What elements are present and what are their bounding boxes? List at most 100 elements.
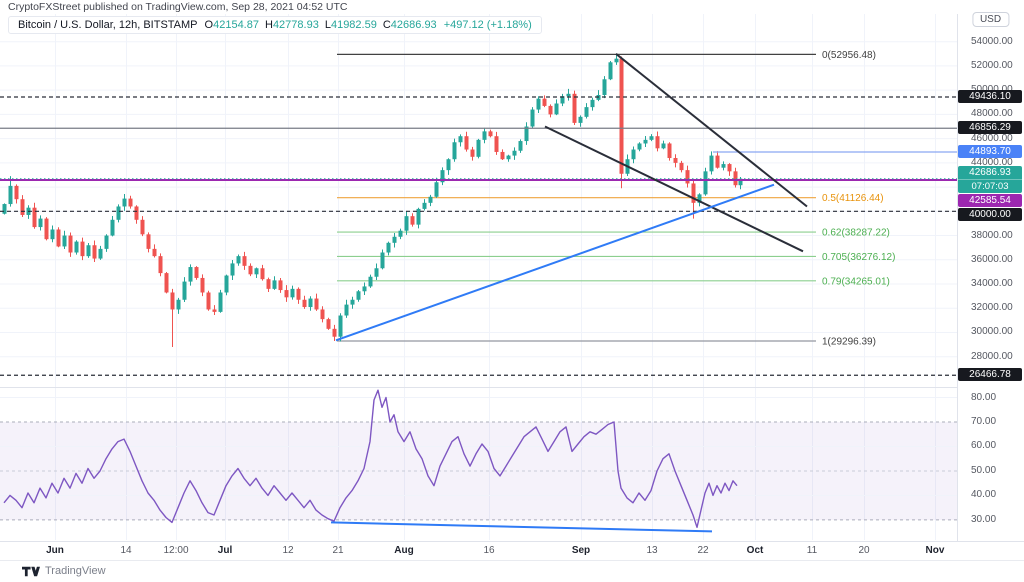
- candle-body: [685, 170, 690, 184]
- candle-body: [446, 159, 451, 171]
- candle-body: [224, 275, 229, 293]
- candle-body: [170, 292, 175, 310]
- time-tick: 16: [483, 545, 495, 556]
- candle-body: [188, 267, 193, 282]
- candle-body: [62, 235, 67, 247]
- ohlc-item: C42686.93: [382, 19, 437, 31]
- price-tick: 34000.00: [971, 278, 1013, 289]
- rsi-band: [0, 422, 957, 520]
- candle-body: [637, 143, 642, 150]
- candle-body: [512, 150, 517, 156]
- candle-body: [200, 277, 205, 293]
- price-tick: 32000.00: [971, 302, 1013, 314]
- candle-body: [278, 280, 283, 291]
- candle-body: [212, 309, 217, 312]
- candle-body: [470, 149, 475, 157]
- time-tick: 14: [120, 545, 132, 556]
- candle-body: [667, 143, 672, 159]
- price-tick: 38000.00: [971, 229, 1013, 241]
- ohlc-item: L41982.59: [324, 19, 377, 31]
- candle-body: [566, 93, 571, 97]
- candle-body: [733, 171, 738, 186]
- candle-body: [2, 204, 7, 214]
- price-scale[interactable]: USD 54000.00 52000.00 50000.00 48000.00 4600…: [957, 0, 1024, 560]
- rsi-line: [3, 389, 738, 528]
- ohlc-values: O42154.87 H42778.93 L41982.59 C42686.93: [205, 19, 437, 31]
- candle-body: [524, 126, 529, 142]
- candle-body: [738, 178, 743, 186]
- candle-body: [266, 279, 271, 289]
- candle-body: [548, 105, 553, 115]
- candle-body: [158, 256, 163, 274]
- candle-body: [602, 79, 607, 96]
- price-level-tag: 46856.29: [958, 121, 1022, 135]
- candle-body: [242, 256, 247, 266]
- candle-body: [715, 155, 720, 168]
- candle-body: [50, 229, 55, 240]
- time-tick: 22: [697, 545, 709, 556]
- candle-body: [20, 199, 25, 215]
- candle-body: [152, 248, 157, 257]
- time-tick: 21: [332, 545, 344, 556]
- candle-body: [182, 281, 187, 300]
- candle-body: [230, 263, 235, 276]
- tradingview-logo-icon: [22, 566, 40, 576]
- candle-body: [428, 196, 433, 203]
- candle-body: [506, 155, 511, 160]
- countdown-timer: 07:07:03: [958, 178, 1022, 193]
- candle-body: [614, 58, 619, 63]
- footer: TradingView: [0, 560, 1024, 582]
- candle-body: [554, 103, 559, 115]
- price-tick: 70.00: [971, 416, 997, 427]
- candle-body: [296, 288, 301, 300]
- candle-body: [236, 256, 241, 264]
- time-tick: Nov: [925, 545, 945, 556]
- candle-body: [721, 164, 726, 168]
- candle-body: [302, 299, 307, 308]
- candle-body: [578, 116, 583, 123]
- candle-body: [572, 93, 577, 123]
- trendline: [615, 53, 808, 208]
- candle-body: [326, 319, 331, 329]
- price-tick: 60.00: [971, 440, 997, 452]
- candle-body: [619, 58, 624, 174]
- candle-body: [122, 198, 127, 207]
- candle-body: [542, 98, 547, 106]
- trendline: [544, 125, 804, 253]
- price-level-tag: 42585.54: [958, 193, 1022, 207]
- candle-body: [374, 268, 379, 277]
- candle-body: [206, 292, 211, 310]
- candle-body: [38, 218, 43, 228]
- tradingview-logo[interactable]: TradingView: [22, 565, 106, 577]
- candle-body: [643, 139, 648, 144]
- candle-body: [488, 131, 493, 137]
- candle-body: [218, 292, 223, 312]
- candle-body: [709, 155, 714, 172]
- fib-level-label: 0.705(36276.12): [822, 252, 895, 263]
- candle-body: [434, 182, 439, 197]
- candle-body: [476, 139, 481, 157]
- currency-button[interactable]: USD: [971, 12, 1010, 27]
- time-scale[interactable]: Jun 14 12:00 Jul 12 21 Aug 16 Sep 13 22 Oct 11 20 Nov: [0, 541, 1024, 560]
- candle-body: [32, 207, 37, 228]
- candle-body: [679, 162, 684, 171]
- price-tick: 28000.00: [971, 350, 1013, 362]
- candle-body: [140, 219, 145, 235]
- candle-body: [272, 280, 277, 289]
- candle-body: [500, 151, 505, 160]
- rsi-trendline: [330, 521, 713, 533]
- candle-body: [164, 273, 169, 293]
- price-level-tag: 44893.70: [958, 145, 1022, 159]
- time-tick: 11: [806, 545, 818, 556]
- ohlc-item: O42154.87: [204, 19, 259, 31]
- candle-body: [56, 229, 61, 247]
- candle-body: [392, 236, 397, 243]
- price-tick: 40.00: [971, 489, 997, 501]
- time-tick: Sep: [571, 545, 591, 556]
- fib-level-label: 0(52956.48): [822, 50, 876, 61]
- candle-body: [254, 268, 259, 275]
- candle-body: [116, 206, 121, 220]
- candle-body: [458, 136, 463, 143]
- fib-level-label: 0.62(38287.22): [822, 228, 890, 239]
- chart-canvas[interactable]: 0(52956.48) 0.5(41126.44) 0.62(38287.22) 0.…: [0, 14, 957, 541]
